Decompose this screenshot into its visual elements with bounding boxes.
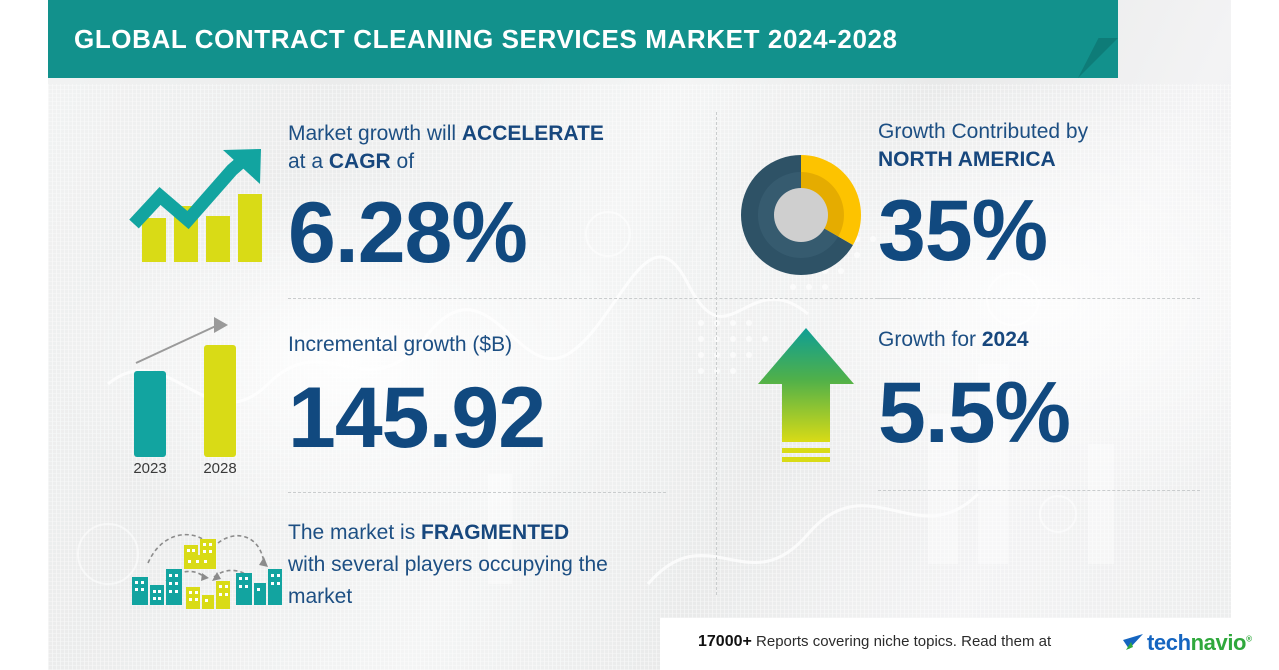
- technavio-arrow-logo-icon: [1123, 634, 1143, 650]
- year-growth-label-prefix: Growth for: [878, 328, 982, 351]
- fragmentation-line1-prefix: The market is: [288, 521, 422, 544]
- two-bar-chart-icon: 2023 2028: [133, 317, 237, 477]
- cagr-line1-prefix: Market growth will: [288, 122, 462, 145]
- header-bar: [48, 0, 1118, 78]
- year-growth-label: Growth for 2024: [878, 326, 1029, 354]
- divider-left-upper: [288, 298, 898, 299]
- incremental-growth-label: Incremental growth ($B): [288, 333, 513, 356]
- cagr-line1-emphasis: ACCELERATE: [461, 122, 604, 145]
- fragmentation-line-3: market: [288, 585, 353, 608]
- cagr-line2-emphasis: CAGR: [328, 150, 391, 173]
- donut-chart-icon: [740, 155, 861, 275]
- up-arrow-gradient-icon: [758, 328, 854, 462]
- footer-caption: Reports covering niche topics. Read them…: [756, 633, 1052, 650]
- cagr-block: Market growth will ACCELERATE at a CAGR …: [110, 118, 690, 288]
- year-growth-block: Growth for 2024 5.5%: [730, 312, 1210, 487]
- header-fold: [1078, 0, 1118, 78]
- incremental-growth-value: 145.92: [288, 370, 546, 466]
- footer-strip: [660, 618, 1231, 670]
- year-growth-value: 5.5%: [878, 365, 1071, 461]
- cagr-line2-suffix: of: [390, 150, 415, 173]
- page-title: GLOBAL CONTRACT CLEANING SERVICES MARKET…: [74, 24, 898, 54]
- logo-text-tech: tech: [1147, 630, 1191, 655]
- region-line2-emphasis: NORTH AMERICA: [878, 148, 1056, 171]
- divider-right-upper: [878, 298, 1200, 299]
- city-buildings-network-icon: [132, 533, 282, 609]
- region-line-1: Growth Contributed by: [878, 120, 1089, 143]
- incremental-growth-block: 2023 2028 Incremental growth ($B) 145.92: [110, 305, 690, 485]
- divider-right-lower: [878, 490, 1200, 491]
- region-contribution-block: Growth Contributed by NORTH AMERICA 35%: [730, 112, 1210, 292]
- technavio-wordmark: technavio®: [1147, 630, 1252, 656]
- fragmentation-line1-emphasis: FRAGMENTED: [421, 521, 570, 544]
- divider-left-lower: [288, 492, 666, 493]
- region-value: 35%: [878, 183, 1048, 279]
- bar-label-2023: 2023: [133, 460, 166, 477]
- footer-text: 17000+ Reports covering niche topics. Re…: [698, 633, 1051, 651]
- cagr-line2-prefix: at a: [288, 150, 329, 173]
- growth-arrow-chart-icon: [129, 149, 262, 262]
- fragmentation-block: The market is FRAGMENTED with several pl…: [110, 505, 690, 620]
- technavio-logo[interactable]: technavio®: [1122, 630, 1252, 656]
- cagr-value: 6.28%: [288, 185, 528, 281]
- fragmentation-line-1: The market is FRAGMENTED: [288, 519, 569, 547]
- logo-text-navio: navio: [1190, 630, 1247, 655]
- bar-label-2028: 2028: [203, 460, 236, 477]
- cagr-line-1: Market growth will ACCELERATE: [288, 120, 604, 148]
- divider-vertical-center: [716, 112, 717, 595]
- fragmentation-line-2: with several players occupying the: [288, 553, 608, 576]
- cagr-line-2: at a CAGR of: [288, 148, 414, 176]
- region-line-2: NORTH AMERICA: [878, 146, 1056, 174]
- year-growth-label-emphasis: 2024: [981, 328, 1029, 351]
- logo-trademark: ®: [1246, 634, 1252, 644]
- reports-count: 17000+: [698, 633, 752, 650]
